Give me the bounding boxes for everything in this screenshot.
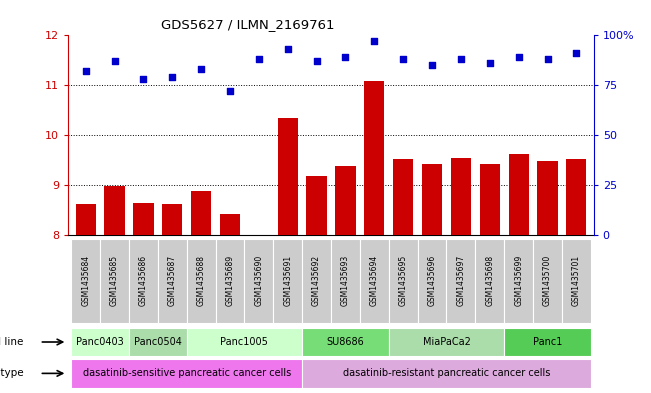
Bar xyxy=(505,239,533,323)
Text: GSM1435698: GSM1435698 xyxy=(485,255,494,306)
Bar xyxy=(187,239,215,323)
Bar xyxy=(129,328,187,356)
Bar xyxy=(302,239,331,323)
Bar xyxy=(418,239,447,323)
Bar xyxy=(508,154,529,235)
Text: GSM1435687: GSM1435687 xyxy=(168,255,177,306)
Bar xyxy=(76,204,96,235)
Bar xyxy=(302,359,591,387)
Bar xyxy=(104,186,124,235)
Text: GSM1435690: GSM1435690 xyxy=(255,255,264,306)
Bar xyxy=(158,239,187,323)
Point xyxy=(167,74,178,81)
Point xyxy=(138,76,148,83)
Text: GSM1435700: GSM1435700 xyxy=(543,255,552,306)
Bar xyxy=(331,239,360,323)
Bar xyxy=(129,239,158,323)
Point xyxy=(225,88,235,94)
Bar xyxy=(71,359,302,387)
Text: Panc1: Panc1 xyxy=(533,337,562,347)
Bar xyxy=(451,158,471,235)
Text: GSM1435693: GSM1435693 xyxy=(341,255,350,306)
Text: cell type: cell type xyxy=(0,368,23,378)
Bar xyxy=(71,328,129,356)
Text: GSM1435696: GSM1435696 xyxy=(428,255,437,306)
Bar xyxy=(538,161,558,235)
Bar xyxy=(562,239,591,323)
Text: GSM1435688: GSM1435688 xyxy=(197,255,206,306)
Text: cell line: cell line xyxy=(0,337,23,347)
Text: Panc1005: Panc1005 xyxy=(221,337,268,347)
Text: GSM1435684: GSM1435684 xyxy=(81,255,90,306)
Point xyxy=(571,50,581,57)
Point xyxy=(254,56,264,62)
Text: Panc0403: Panc0403 xyxy=(76,337,124,347)
Text: GSM1435692: GSM1435692 xyxy=(312,255,321,306)
Point xyxy=(398,56,408,62)
Bar xyxy=(302,328,389,356)
Text: GSM1435686: GSM1435686 xyxy=(139,255,148,306)
Bar xyxy=(335,166,355,235)
Point xyxy=(369,38,380,44)
Text: Panc0504: Panc0504 xyxy=(134,337,182,347)
Bar xyxy=(505,328,591,356)
Text: SU8686: SU8686 xyxy=(327,337,365,347)
Bar xyxy=(162,204,182,235)
Point xyxy=(514,54,524,61)
Bar xyxy=(100,239,129,323)
Point xyxy=(311,58,322,64)
Text: MiaPaCa2: MiaPaCa2 xyxy=(422,337,471,347)
Bar xyxy=(191,191,211,235)
Bar xyxy=(364,81,385,235)
Bar xyxy=(133,203,154,235)
Text: GSM1435694: GSM1435694 xyxy=(370,255,379,306)
Point xyxy=(109,58,120,64)
Text: GSM1435685: GSM1435685 xyxy=(110,255,119,306)
Bar xyxy=(389,328,505,356)
Bar xyxy=(215,239,244,323)
Bar xyxy=(447,239,475,323)
Text: GSM1435699: GSM1435699 xyxy=(514,255,523,306)
Bar xyxy=(277,118,298,235)
Bar xyxy=(566,159,587,235)
Point xyxy=(196,66,206,72)
Text: dasatinib-resistant pancreatic cancer cells: dasatinib-resistant pancreatic cancer ce… xyxy=(343,368,550,378)
Bar xyxy=(307,176,327,235)
Point xyxy=(283,46,293,53)
Point xyxy=(542,56,553,62)
Point xyxy=(456,56,466,62)
Bar xyxy=(244,239,273,323)
Bar xyxy=(71,239,100,323)
Text: GSM1435701: GSM1435701 xyxy=(572,255,581,306)
Text: GSM1435691: GSM1435691 xyxy=(283,255,292,306)
Bar xyxy=(475,239,505,323)
Bar xyxy=(273,239,302,323)
Bar xyxy=(422,164,442,235)
Bar xyxy=(187,328,302,356)
Text: dasatinib-sensitive pancreatic cancer cells: dasatinib-sensitive pancreatic cancer ce… xyxy=(83,368,291,378)
Bar xyxy=(389,239,418,323)
Point xyxy=(427,62,437,68)
Text: GDS5627 / ILMN_2169761: GDS5627 / ILMN_2169761 xyxy=(161,18,334,31)
Text: GSM1435695: GSM1435695 xyxy=(398,255,408,306)
Bar xyxy=(533,239,562,323)
Bar xyxy=(360,239,389,323)
Bar xyxy=(393,159,413,235)
Text: GSM1435689: GSM1435689 xyxy=(225,255,234,306)
Bar xyxy=(480,163,500,235)
Point xyxy=(81,68,91,74)
Point xyxy=(484,60,495,66)
Point xyxy=(340,54,351,61)
Text: GSM1435697: GSM1435697 xyxy=(456,255,465,306)
Bar xyxy=(220,214,240,235)
